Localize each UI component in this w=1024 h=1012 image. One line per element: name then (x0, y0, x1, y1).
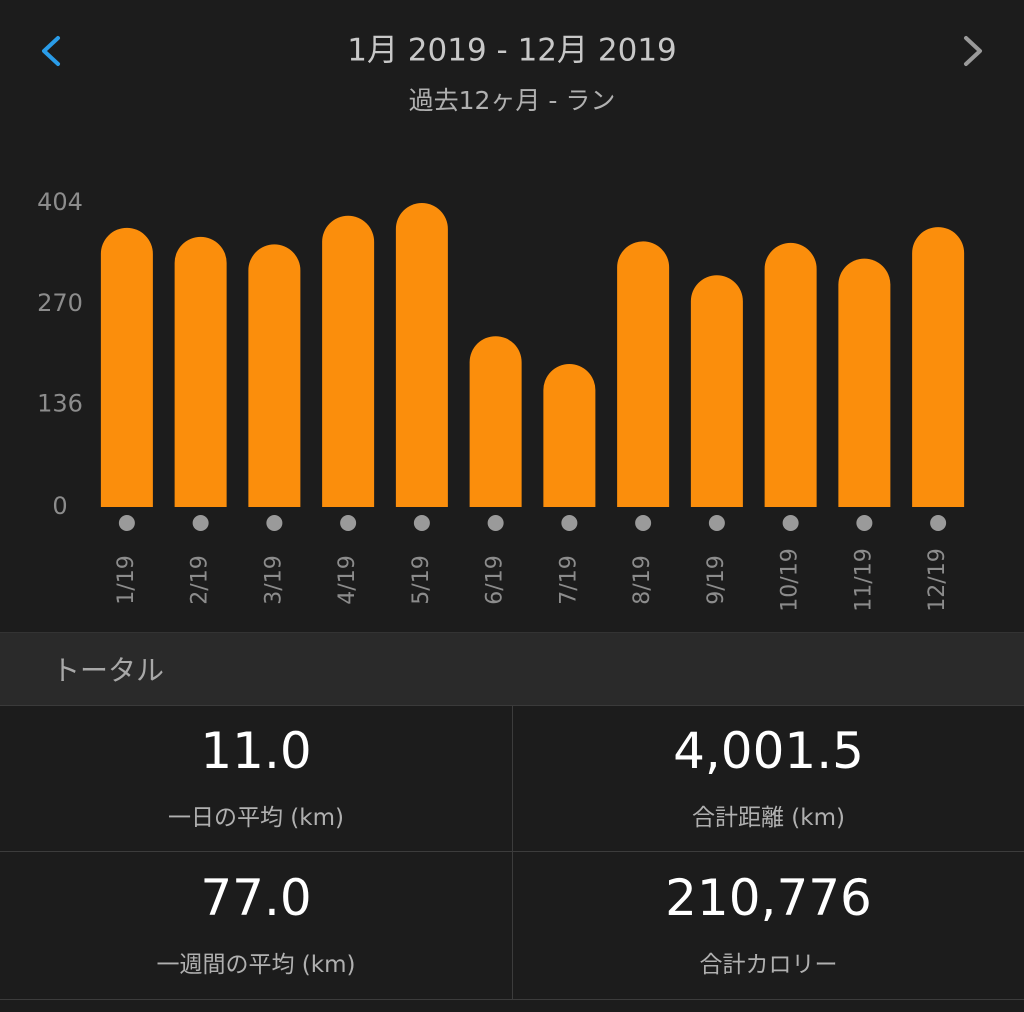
bar (395, 203, 448, 507)
x-tick-label: 3/19 (261, 555, 286, 604)
bar (912, 227, 965, 507)
bar (838, 258, 891, 507)
stat-label: 合計カロリー (699, 951, 838, 978)
stat-value: 77.0 (200, 868, 312, 927)
stat-cell: 11.0 一日の平均 (km) (0, 706, 513, 852)
x-tick-label: 9/19 (704, 555, 729, 604)
point-dot (192, 515, 209, 531)
stat-cell: 210,776 合計カロリー (513, 852, 1024, 1000)
point-dot (487, 515, 504, 531)
bar (174, 236, 227, 508)
stat-value: 11.0 (200, 721, 312, 780)
stat-cell: 77.0 一週間の平均 (km) (0, 852, 513, 1000)
point-dot (708, 515, 725, 531)
period-title: 1月 2019 - 12月 2019 (347, 33, 677, 69)
period-subtitle: 過去12ヶ月 - ラン (409, 86, 616, 115)
stat-cell: 4,001.5 合計距離 (km) (513, 706, 1024, 852)
bar (322, 215, 375, 507)
stat-label: 合計距離 (km) (692, 804, 845, 831)
y-tick-label: 404 (37, 188, 83, 216)
stats-grid: 11.0 一日の平均 (km) 4,001.5 合計距離 (km) 77.0 一週間の平均… (0, 706, 1024, 1000)
point-dot (340, 515, 357, 531)
bar (690, 275, 743, 507)
x-tick-label: 7/19 (556, 555, 581, 604)
point-dot (413, 515, 430, 531)
chart-panel: 1月 2019 - 12月 2019 過去12ヶ月 - ラン 0 136 270 40… (37, 33, 982, 612)
stat-value: 210,776 (665, 868, 872, 927)
x-tick-label: 12/19 (925, 548, 950, 611)
x-tick-label: 10/19 (778, 548, 803, 611)
section-header: トータル (0, 632, 1024, 706)
back-button[interactable] (42, 36, 60, 66)
point-dot (266, 515, 283, 531)
bar (248, 244, 301, 507)
bar (100, 227, 153, 507)
bar (617, 241, 670, 507)
bar (764, 242, 817, 507)
bar (469, 336, 522, 507)
x-tick-label: 6/19 (483, 555, 508, 604)
y-tick-label: 136 (37, 390, 83, 418)
x-tick-label: 1/19 (114, 555, 139, 604)
x-tick-label: 8/19 (630, 555, 655, 604)
stat-label: 一週間の平均 (km) (156, 951, 356, 978)
stat-value: 4,001.5 (673, 721, 864, 780)
stat-label: 一日の平均 (km) (168, 804, 344, 831)
bar (543, 364, 596, 507)
forward-button[interactable] (964, 36, 982, 66)
x-tick-label: 11/19 (851, 548, 876, 611)
point-dot (118, 515, 135, 531)
y-tick-label: 270 (37, 289, 83, 317)
point-dot (856, 515, 873, 531)
x-tick-label: 4/19 (335, 555, 360, 604)
point-dot (930, 515, 947, 531)
point-dot (635, 515, 652, 531)
point-dot (782, 515, 799, 531)
y-tick-label: 0 (52, 492, 67, 520)
point-dot (561, 515, 578, 531)
section-title: トータル (52, 654, 165, 687)
x-tick-label: 5/19 (409, 555, 434, 604)
x-tick-label: 2/19 (188, 555, 213, 604)
